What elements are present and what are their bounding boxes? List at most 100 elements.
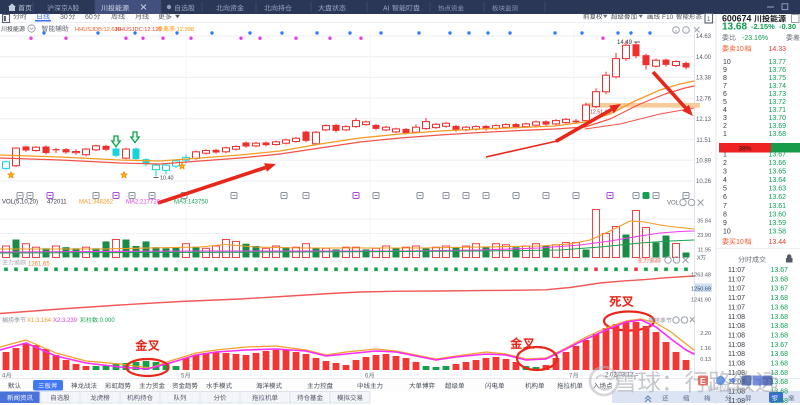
svg-text:13.67: 13.67: [770, 286, 788, 293]
svg-text:23.90: 23.90: [697, 233, 711, 239]
svg-text:13.72: 13.72: [768, 99, 786, 106]
svg-text:11:08: 11:08: [728, 351, 745, 358]
svg-text:13.68: 13.68: [770, 379, 788, 386]
svg-text:12.76: 12.76: [696, 96, 712, 102]
svg-text:MA2:217728: MA2:217728: [126, 200, 161, 206]
svg-text:13.38: 13.38: [696, 76, 712, 82]
svg-text:13.64: 13.64: [768, 177, 786, 184]
svg-text:13.71: 13.71: [768, 107, 786, 114]
svg-text:1: 1: [723, 152, 727, 159]
svg-text:3: 3: [723, 169, 727, 176]
svg-text:9: 9: [723, 67, 727, 74]
svg-text:2: 2: [723, 123, 727, 130]
svg-text:11:07: 11:07: [728, 267, 745, 274]
svg-text:2: 2: [723, 160, 727, 167]
svg-text:i: i: [686, 28, 687, 33]
svg-text:o: o: [675, 28, 678, 33]
svg-text:11:08: 11:08: [728, 379, 745, 386]
svg-text:13.70: 13.70: [768, 115, 786, 122]
svg-text:13.68: 13.68: [770, 276, 788, 283]
svg-text:10: 10: [736, 239, 744, 246]
svg-text:11:07: 11:07: [728, 295, 745, 302]
svg-text:E: E: [700, 376, 706, 386]
svg-text:7: 7: [569, 374, 573, 380]
svg-text::0.000: :0.000: [98, 318, 115, 324]
svg-text:13.68: 13.68: [770, 361, 788, 368]
svg-text:13.68: 13.68: [722, 22, 747, 33]
svg-text:5: 5: [723, 99, 727, 106]
svg-text:1250.69: 1250.69: [691, 287, 711, 293]
svg-text:9: 9: [723, 220, 727, 227]
svg-text:13.73: 13.73: [768, 91, 786, 98]
svg-text:14.33: 14.33: [768, 46, 786, 53]
svg-text:2.20: 2.20: [700, 331, 711, 337]
svg-text:10: 10: [736, 46, 744, 53]
svg-text:11:08: 11:08: [728, 361, 745, 368]
svg-text:10: 10: [723, 228, 731, 235]
svg-text:-0.30: -0.30: [779, 22, 796, 31]
svg-text:11:07: 11:07: [728, 304, 745, 311]
svg-text:11:08: 11:08: [728, 342, 745, 349]
svg-text:13.68: 13.68: [770, 351, 788, 358]
svg-text:3: 3: [723, 115, 727, 122]
svg-text:1: 1: [707, 16, 711, 23]
svg-text:VOL(5,10,20): VOL(5,10,20): [2, 200, 38, 206]
svg-text:11:07: 11:07: [728, 276, 745, 283]
svg-text:HHUSJDB:12.629: HHUSJDB:12.629: [75, 27, 121, 33]
svg-text:10.26: 10.26: [696, 179, 712, 185]
svg-text::12.998: :12.998: [175, 27, 194, 33]
svg-text:13.68: 13.68: [770, 323, 788, 330]
svg-text:4: 4: [723, 177, 727, 184]
svg-text:11:08: 11:08: [728, 323, 745, 330]
svg-text:-2.15%: -2.15%: [751, 22, 775, 31]
svg-text:-23.16%: -23.16%: [742, 35, 768, 42]
svg-text:13.59: 13.59: [768, 220, 786, 227]
svg-text:13.68: 13.68: [770, 370, 788, 377]
svg-text:MA1:348262: MA1:348262: [79, 200, 114, 206]
svg-text:X1:3.164: X1:3.164: [27, 318, 52, 324]
svg-text:1.16: 1.16: [700, 346, 711, 352]
svg-text:11.95: 11.95: [698, 248, 711, 254]
svg-text:14.49: 14.49: [617, 40, 633, 46]
svg-text:14.00: 14.00: [696, 55, 712, 61]
svg-text:AI: AI: [383, 6, 390, 13]
svg-text:6: 6: [723, 91, 727, 98]
svg-text:13.58: 13.58: [768, 228, 786, 235]
svg-text:13.77: 13.77: [768, 59, 786, 66]
svg-text:60: 60: [85, 14, 93, 21]
svg-text:5: 5: [181, 374, 185, 380]
svg-text:14.63: 14.63: [696, 34, 712, 40]
svg-text:1241.90: 1241.90: [691, 298, 711, 304]
svg-text:13.67: 13.67: [770, 342, 788, 349]
svg-text:13.66: 13.66: [768, 160, 786, 167]
svg-text:13.68: 13.68: [770, 295, 788, 302]
svg-text:13.68: 13.68: [770, 304, 788, 311]
svg-text:F10: F10: [662, 14, 674, 21]
svg-text:13.74: 13.74: [768, 83, 786, 90]
svg-text:13.68: 13.68: [770, 314, 788, 321]
svg-text:11:08: 11:08: [728, 314, 745, 321]
svg-text:13.63: 13.63: [768, 186, 786, 193]
svg-text:6: 6: [723, 194, 727, 201]
svg-text:13.69: 13.69: [768, 123, 786, 130]
svg-text:13.68: 13.68: [768, 131, 786, 138]
svg-text:HHUSJDC:12.129: HHUSJDC:12.129: [116, 27, 162, 33]
svg-text:13.68: 13.68: [770, 398, 788, 405]
svg-text:11:08: 11:08: [728, 398, 745, 405]
svg-text:0.13: 0.13: [700, 357, 711, 363]
svg-text:10: 10: [723, 59, 731, 66]
svg-text:13.68: 13.68: [770, 389, 788, 396]
svg-text:Windows: Windows: [722, 386, 751, 393]
svg-text:11.51: 11.51: [696, 138, 711, 144]
svg-text:600674: 600674: [722, 14, 751, 24]
svg-text:6: 6: [365, 374, 369, 380]
svg-text:11:07: 11:07: [728, 286, 745, 293]
svg-text:8: 8: [723, 75, 727, 82]
svg-text:MA3:143750: MA3:143750: [174, 200, 209, 206]
svg-text:13.68: 13.68: [770, 332, 788, 339]
svg-text:8: 8: [723, 211, 727, 218]
svg-text:X: X: [697, 256, 701, 262]
svg-text:13.67: 13.67: [770, 267, 788, 274]
svg-text:30: 30: [60, 14, 68, 21]
svg-text:4: 4: [2, 374, 6, 380]
